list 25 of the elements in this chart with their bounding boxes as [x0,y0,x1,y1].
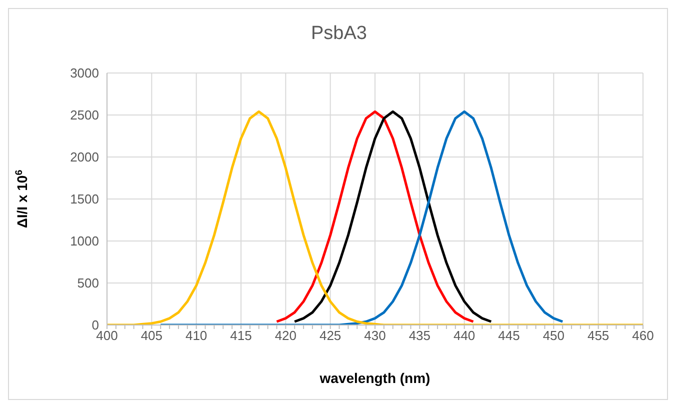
x-tick-label: 450 [542,328,565,344]
x-tick-label: 430 [364,328,386,344]
x-tick-label: 435 [408,328,431,344]
y-tick-label: 3000 [70,66,99,81]
y-tick-label: 2000 [70,150,99,165]
x-tick-label: 405 [140,328,163,344]
y-tick-label: 1500 [70,192,99,207]
x-tick-label: 420 [274,328,297,344]
x-tick-label: 455 [587,328,610,344]
line-series [159,110,564,325]
y-tick-label: 0 [92,318,99,333]
x-tick-label: 445 [498,328,520,344]
x-tick-label: 425 [319,328,342,344]
line-series [293,110,492,323]
x-tick-label: 460 [632,328,654,344]
line-series [275,110,475,323]
x-axis-title: wavelength (nm) [318,370,430,386]
x-tick-label: 400 [96,328,118,344]
x-tick-label: 440 [453,328,476,344]
y-tick-label: 2500 [70,108,99,123]
y-tick-label: 1000 [70,234,99,249]
x-tick-label: 410 [185,328,208,344]
y-tick-label: 500 [77,276,99,291]
chart-title: PsbA3 [310,23,368,45]
x-tick-label: 415 [230,328,252,344]
